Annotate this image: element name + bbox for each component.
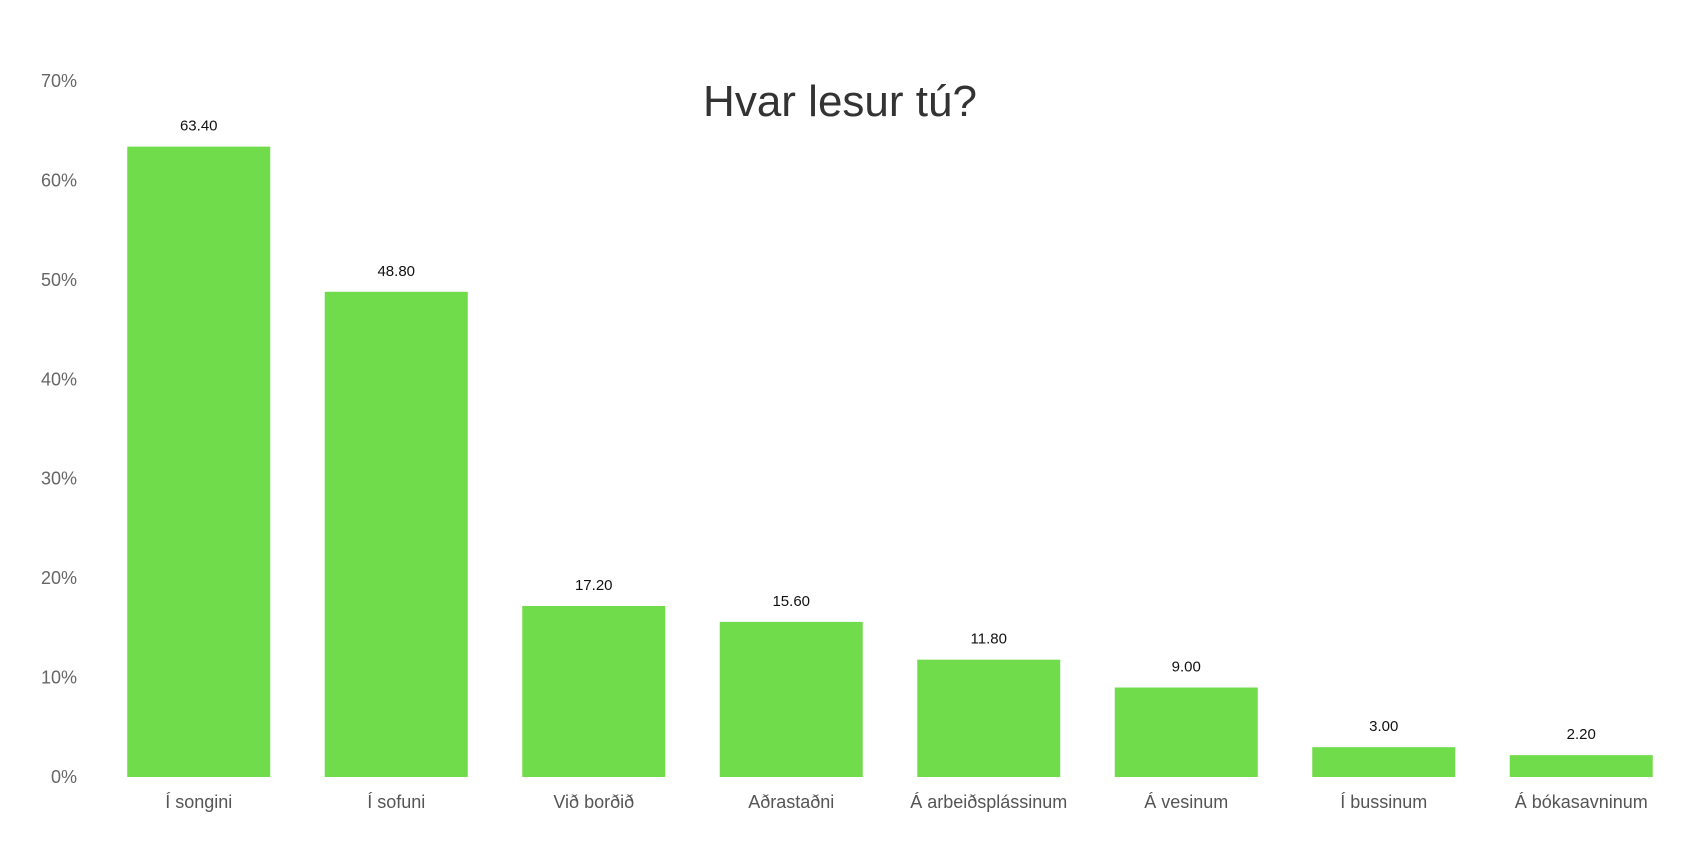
y-tick-label: 50%	[41, 270, 77, 290]
x-tick-label: Við borðið	[553, 792, 634, 812]
bar	[127, 146, 271, 777]
x-tick-label: Í sofuni	[367, 792, 425, 812]
y-tick-label: 0%	[51, 767, 77, 787]
x-tick-label: Í songini	[165, 792, 232, 812]
chart-title: Hvar lesur tú?	[703, 77, 977, 126]
y-axis-ticks: 0% 10% 20% 30% 40% 50% 60% 70%	[41, 71, 77, 787]
y-tick-label: 60%	[41, 170, 77, 190]
x-tick-label: Aðrastaðni	[748, 792, 834, 812]
data-label: 3.00	[1369, 718, 1398, 735]
bars-group	[127, 146, 1653, 777]
data-label: 48.80	[377, 263, 415, 280]
bar	[1509, 755, 1653, 777]
y-tick-label: 20%	[41, 568, 77, 588]
data-label: 11.80	[971, 631, 1007, 648]
y-tick-label: 70%	[41, 71, 77, 91]
x-tick-label: Á arbeiðsplássinum	[910, 792, 1067, 812]
bar	[522, 605, 666, 777]
x-tick-label: Á bókasavninum	[1515, 792, 1648, 812]
bar	[1114, 687, 1258, 777]
x-tick-label: Í bussinum	[1340, 792, 1427, 812]
data-label: 2.20	[1567, 726, 1596, 743]
y-tick-label: 10%	[41, 668, 77, 688]
bar	[1312, 747, 1456, 777]
bar	[324, 291, 468, 777]
data-label: 15.60	[772, 593, 810, 610]
data-label: 17.20	[575, 577, 613, 594]
y-tick-label: 40%	[41, 369, 77, 389]
data-label: 63.40	[180, 118, 218, 135]
data-label: 9.00	[1172, 659, 1201, 676]
x-tick-label: Á vesinum	[1144, 792, 1228, 812]
bar	[719, 621, 863, 777]
data-labels-group: 63.40 48.80 17.20 15.60 11.80 9.00 3.00 2.20	[180, 118, 1596, 744]
y-tick-label: 30%	[41, 469, 77, 489]
bar	[917, 659, 1061, 777]
x-axis-ticks: Í songini Í sofuni Við borðið Aðrastaðni Á a…	[165, 792, 1648, 812]
